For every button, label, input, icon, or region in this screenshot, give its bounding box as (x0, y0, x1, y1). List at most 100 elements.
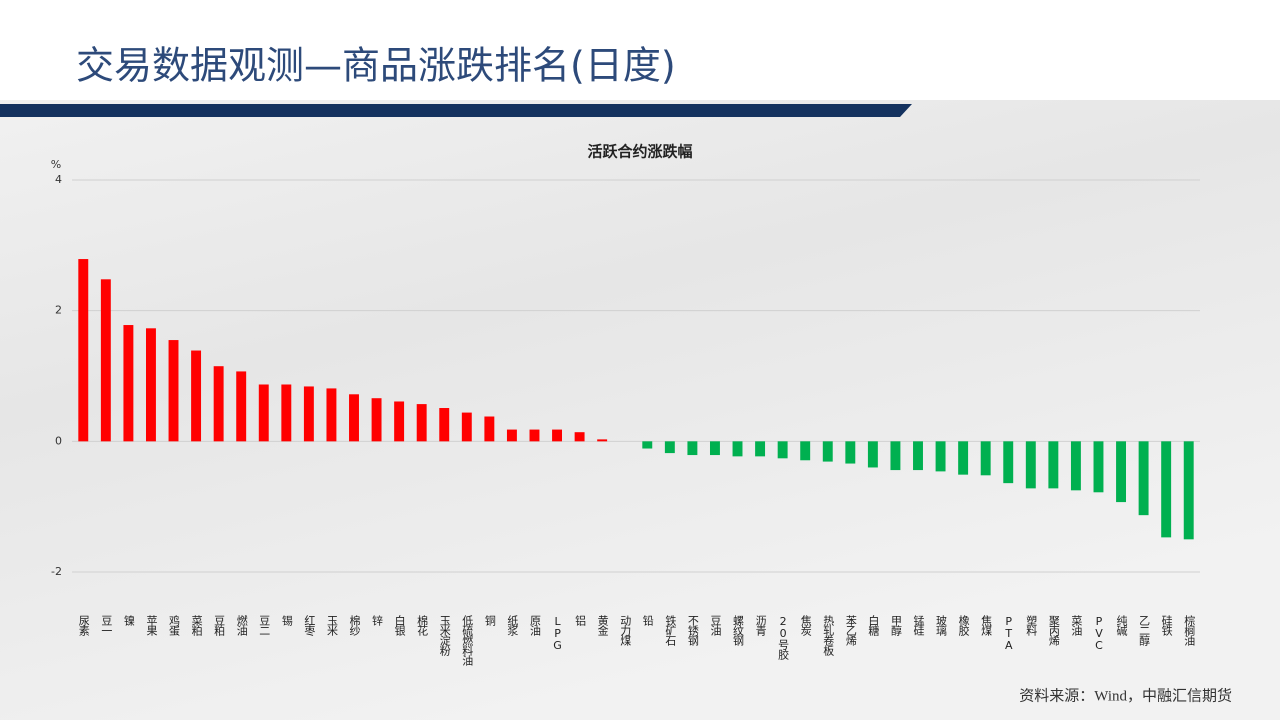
bar (867, 441, 878, 468)
bar (213, 366, 224, 442)
bar (822, 441, 833, 462)
x-tick-label: 纯碱 (1115, 615, 1128, 637)
x-tick-label: 棉纱 (348, 614, 361, 636)
x-tick-label: 沥青 (754, 615, 767, 637)
x-tick-label: 乙二醇 (1138, 615, 1151, 646)
header-band (0, 104, 912, 117)
y-tick-label: 0 (55, 434, 62, 447)
bar (236, 371, 247, 442)
x-tick-label: 棕榈油 (1183, 614, 1196, 646)
bar (303, 386, 314, 442)
x-tick-label: 豆粕 (213, 615, 226, 636)
x-tick-label: 白糖 (867, 614, 880, 637)
bar (439, 408, 450, 442)
bar (349, 394, 359, 442)
x-tick-label: 豆油 (709, 615, 722, 636)
x-tick-label: 热轧卷板 (822, 615, 835, 657)
bar (371, 398, 382, 442)
x-tick-label: 铜 (483, 614, 496, 627)
x-tick-label: 螺纹钢 (732, 615, 745, 646)
x-tick-label: 20号胶 (777, 615, 790, 661)
x-tick-label: 白银 (393, 614, 406, 637)
header-bg (0, 0, 1280, 100)
x-tick-label: 燃油 (235, 614, 248, 636)
x-tick-label: 锰硅 (912, 614, 925, 636)
source: 资料来源：Wind，中融汇信期货 (1019, 687, 1232, 704)
y-tick-label: 2 (55, 304, 62, 317)
bar (845, 441, 856, 464)
y-unit: % (51, 158, 61, 171)
bar (1183, 441, 1194, 540)
x-tick-label: 低硫燃料油 (461, 615, 474, 666)
x-tick-label: 镍 (122, 614, 135, 627)
x-tick-label: 玉米 (325, 615, 338, 637)
x-tick-label: 豆二 (258, 615, 271, 635)
bar (100, 279, 111, 442)
bar (1161, 441, 1172, 538)
x-tick-label: 铅 (641, 614, 654, 626)
y-tick-label: -2 (51, 565, 62, 578)
bar (980, 441, 991, 476)
bar (461, 412, 472, 442)
bar (394, 401, 405, 442)
bar (800, 441, 811, 461)
bar (281, 384, 292, 442)
bar (191, 350, 202, 442)
bar (1070, 441, 1081, 491)
x-tick-label: 焦炭 (799, 615, 812, 637)
bar (326, 388, 337, 442)
bar (687, 441, 698, 456)
bar (416, 404, 427, 442)
y-tick-label: 4 (55, 173, 62, 186)
bar (123, 325, 134, 442)
x-tick-label: 塑料 (1025, 614, 1038, 637)
bar (484, 416, 495, 442)
x-tick-label: LPG (551, 615, 564, 651)
x-tick-label: 橡胶 (957, 615, 970, 637)
x-tick-label: 铁矿石 (664, 615, 677, 646)
bar (642, 441, 653, 449)
x-tick-label: 硅铁 (1160, 615, 1173, 636)
x-tick-label: 棉花 (416, 614, 429, 636)
bar (1025, 441, 1036, 489)
x-tick-label: 锡 (280, 614, 293, 627)
x-tick-label: 玻璃 (935, 615, 948, 637)
x-tick-label: 锌 (371, 614, 384, 626)
bar (958, 441, 969, 475)
x-tick-label: 纸浆 (506, 615, 519, 636)
bar (935, 441, 946, 472)
x-tick-label: PVC (1092, 615, 1105, 651)
bar (1003, 441, 1014, 484)
x-tick-label: 不锈钢 (686, 615, 699, 646)
x-tick-label: 苯乙烯 (844, 614, 857, 647)
bar (1138, 441, 1149, 516)
bar (709, 441, 720, 456)
bar (506, 429, 517, 442)
x-tick-label: 红枣 (303, 615, 316, 637)
x-tick-label: 甲醇 (889, 615, 902, 636)
bar (145, 328, 156, 442)
x-tick-label: 鸡蛋 (168, 614, 181, 637)
x-tick-label: 苹果 (145, 614, 158, 637)
chart-title: 活跃合约涨跌幅 (587, 143, 692, 161)
x-tick-label: 玉米淀粉 (438, 615, 451, 656)
bar (258, 384, 269, 442)
bar (913, 441, 923, 471)
bar (755, 441, 766, 457)
x-tick-label: 黄金 (596, 614, 609, 636)
bar (1093, 441, 1104, 493)
x-tick-label: 聚丙烯 (1047, 615, 1060, 647)
bar (732, 441, 743, 457)
bar (597, 439, 608, 442)
bar (1048, 441, 1059, 489)
bar (552, 429, 563, 442)
bar (168, 340, 179, 442)
bar (78, 259, 89, 442)
bar (1116, 441, 1127, 503)
bar (664, 441, 675, 454)
x-tick-label: 原油 (528, 615, 541, 636)
bar (574, 432, 585, 442)
x-tick-label: PTA (1002, 615, 1015, 651)
